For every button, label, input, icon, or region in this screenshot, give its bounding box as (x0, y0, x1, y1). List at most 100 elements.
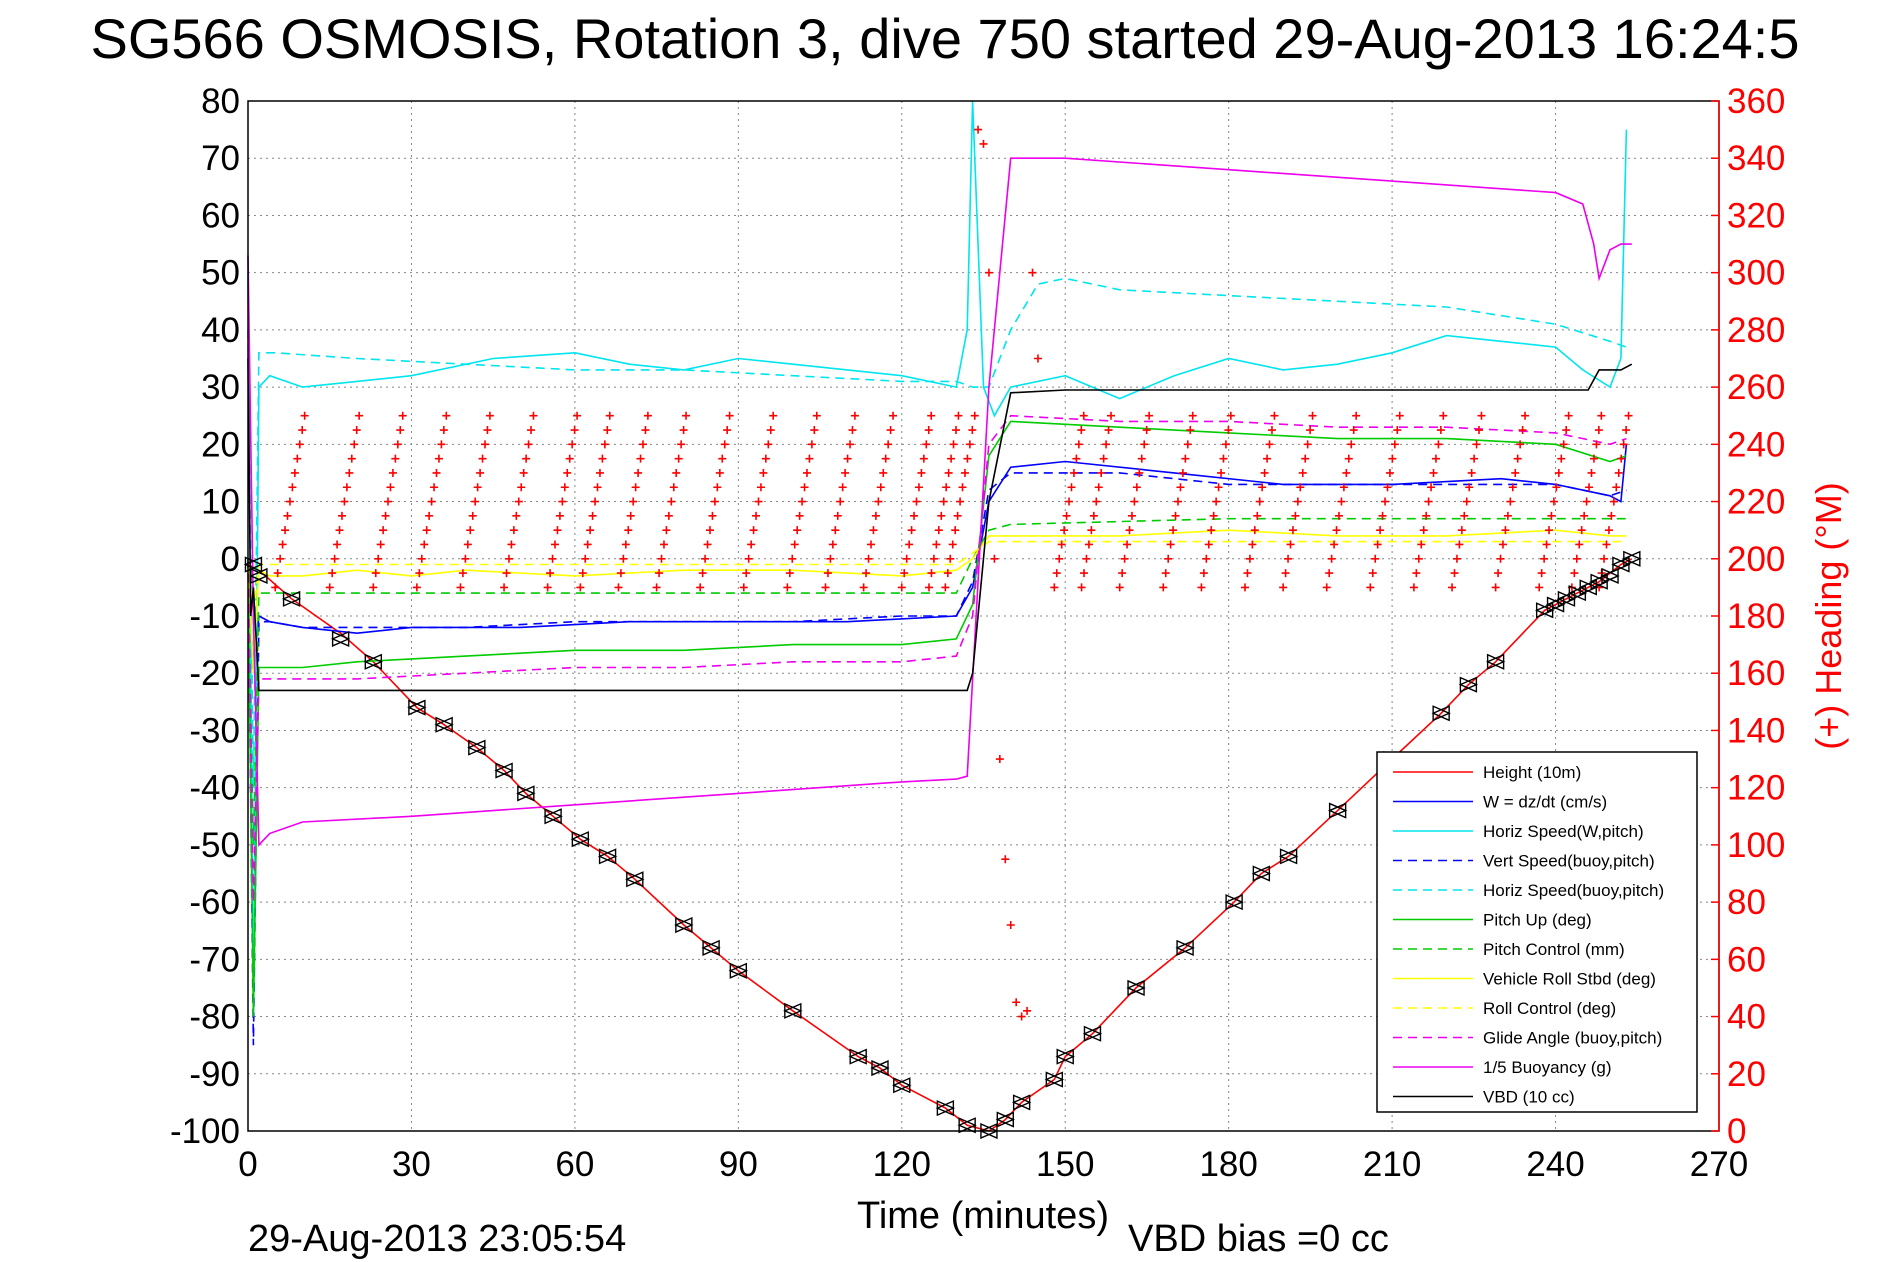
y-right-tick-label: 300 (1727, 254, 1785, 293)
heading-marker (517, 483, 526, 492)
heading-marker (420, 540, 429, 549)
heading-marker (1137, 454, 1146, 463)
heading-marker (1298, 468, 1307, 477)
legend-label: W = dz/dt (cm/s) (1483, 793, 1607, 812)
heading-marker (1516, 440, 1525, 449)
heading-marker (924, 426, 933, 435)
heading-marker (1284, 554, 1293, 563)
heading-marker (850, 411, 859, 420)
heading-marker (1183, 440, 1192, 449)
heading-marker (1577, 526, 1586, 535)
series-line (247, 157, 1632, 847)
heading-marker (1115, 583, 1124, 592)
heading-marker (1209, 511, 1218, 520)
heading-marker (754, 497, 763, 506)
heading-marker (1102, 440, 1111, 449)
heading-marker (514, 497, 523, 506)
heading-marker (761, 454, 770, 463)
heading-marker (1140, 440, 1149, 449)
y-right-tick-labels: 3603403203002802602402202001801601401201… (1711, 82, 1785, 1151)
heading-marker (1023, 1006, 1032, 1015)
heading-marker (1592, 440, 1601, 449)
depth-marker (1600, 567, 1620, 585)
heading-marker (290, 468, 299, 477)
heading-marker (1145, 411, 1154, 420)
depth-marker (1485, 653, 1506, 670)
heading-marker (790, 540, 799, 549)
heading-marker (588, 511, 597, 520)
heading-marker (828, 540, 837, 549)
heading-marker (396, 426, 405, 435)
heading-marker (826, 554, 835, 563)
heading-marker (1624, 411, 1633, 420)
heading-marker (458, 569, 467, 578)
heading-marker (1241, 583, 1250, 592)
heading-marker (696, 583, 705, 592)
heading-marker (295, 440, 304, 449)
heading-marker (1448, 583, 1457, 592)
heading-marker (718, 454, 727, 463)
depth-marker (1126, 979, 1146, 997)
heading-marker (1385, 468, 1394, 477)
heading-marker (1001, 855, 1010, 864)
heading-marker (764, 440, 773, 449)
heading-marker (1366, 583, 1375, 592)
heading-marker (384, 497, 393, 506)
heading-marker (476, 468, 485, 477)
heading-marker (300, 411, 309, 420)
heading-marker (1212, 497, 1221, 506)
y-right-tick-label: 260 (1727, 368, 1785, 407)
heading-marker (1065, 497, 1074, 506)
heading-marker (1582, 497, 1591, 506)
x-tick-label: 0 (238, 1145, 257, 1184)
y-tick-label: 30 (201, 368, 240, 407)
y-tick-label: -40 (189, 769, 240, 808)
heading-marker (1559, 440, 1568, 449)
y-tick-label: -50 (189, 826, 240, 865)
depth-marker (543, 808, 563, 825)
heading-marker (798, 497, 807, 506)
heading-marker (876, 483, 885, 492)
y-tick-label: -100 (170, 1112, 240, 1151)
heading-marker (1378, 511, 1387, 520)
heading-marker (1072, 454, 1081, 463)
depth-marker (848, 1048, 868, 1065)
legend-label: Pitch Up (deg) (1483, 911, 1592, 930)
legend-items: Height (10m) W = dz/dt (cm/s) Horiz Speed(… (1393, 763, 1664, 1107)
heading-marker (1325, 569, 1334, 578)
heading-marker (352, 426, 361, 435)
heading-marker (652, 583, 661, 592)
y-tick-label: 80 (201, 82, 240, 121)
heading-marker (636, 454, 645, 463)
heading-marker (990, 554, 999, 563)
heading-marker (485, 411, 494, 420)
x-tick-label: 180 (1199, 1145, 1257, 1184)
depth-marker (570, 831, 591, 848)
heading-marker (1130, 497, 1139, 506)
heading-marker (374, 554, 383, 563)
heading-marker (437, 440, 446, 449)
heading-marker (788, 554, 797, 563)
heading-marker (369, 583, 378, 592)
y-right-tick-label: 140 (1727, 711, 1785, 750)
heading-marker (1174, 497, 1182, 506)
heading-marker (1472, 440, 1481, 449)
depth-marker (728, 962, 749, 979)
heading-marker (1564, 411, 1573, 420)
heading-marker (1617, 454, 1626, 463)
heading-marker (1470, 454, 1479, 463)
heading-marker (701, 554, 710, 563)
heading-marker (1253, 511, 1262, 520)
heading-marker (1332, 526, 1341, 535)
heading-marker (1097, 468, 1106, 477)
legend-label: Pitch Control (mm) (1483, 940, 1625, 959)
series-line (247, 472, 1627, 1046)
heading-marker (1549, 497, 1558, 506)
heading-marker (1217, 468, 1226, 477)
series-line (247, 277, 1627, 788)
depth-marker (1224, 894, 1244, 911)
heading-marker (1417, 540, 1426, 549)
heading-marker (1390, 440, 1399, 449)
heading-marker (879, 468, 888, 477)
heading-marker (667, 497, 676, 506)
